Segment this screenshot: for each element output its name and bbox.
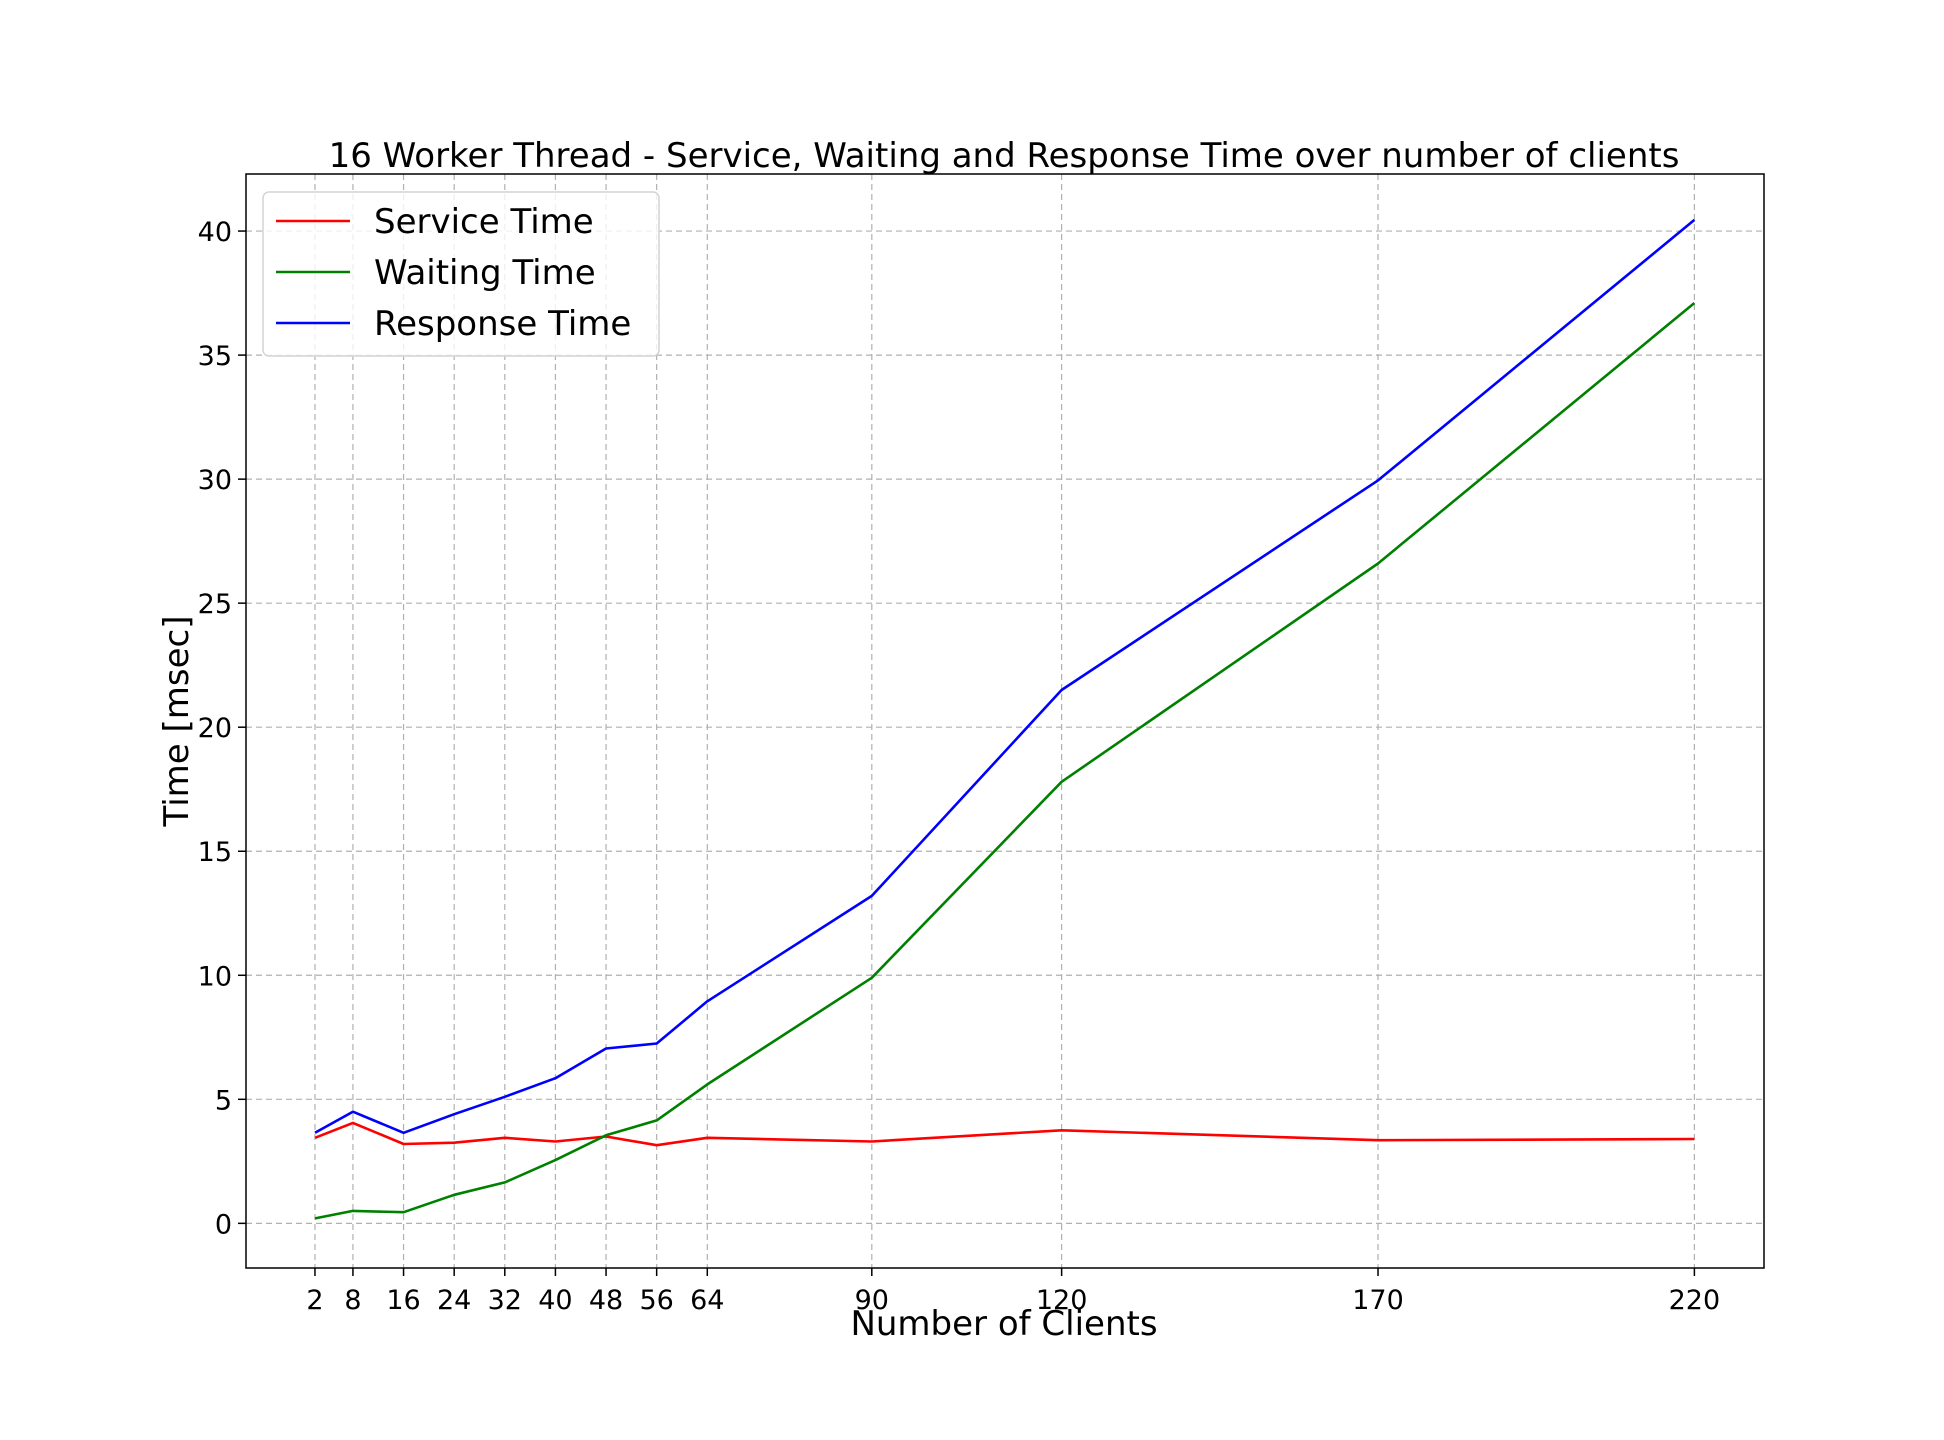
series-line-service-time xyxy=(314,1121,1695,1147)
series-line-response-time xyxy=(314,218,1696,1135)
x-tick-label: 32 xyxy=(488,1285,522,1316)
x-tick-label: 220 xyxy=(1669,1285,1721,1316)
x-tick-label: 56 xyxy=(639,1285,673,1316)
y-tick-label: 20 xyxy=(198,713,232,744)
x-axis-label: Number of Clients xyxy=(850,1304,1157,1344)
x-tick-label: 48 xyxy=(589,1285,623,1316)
chart-title: 16 Worker Thread - Service, Waiting and … xyxy=(329,136,1680,176)
y-tick-label: 35 xyxy=(198,341,232,372)
x-tick-label: 90 xyxy=(855,1285,889,1316)
x-axis-ticks: 2 8 16 24 32 40 48 56 64 90 120 170 220 xyxy=(306,1268,1720,1316)
x-tick-label: 8 xyxy=(344,1285,361,1316)
y-tick-label: 5 xyxy=(215,1085,232,1116)
y-axis-ticks: 0 5 10 15 20 25 30 35 40 xyxy=(198,217,246,1240)
y-axis-label: Time [msec] xyxy=(157,616,197,828)
x-tick-label: 24 xyxy=(437,1285,471,1316)
x-tick-label: 16 xyxy=(386,1285,420,1316)
x-tick-label: 40 xyxy=(538,1285,572,1316)
y-tick-label: 10 xyxy=(198,961,232,992)
series-line-waiting-time xyxy=(314,301,1696,1220)
y-tick-label: 0 xyxy=(215,1209,232,1240)
legend-label: Service Time xyxy=(374,202,594,242)
y-tick-label: 25 xyxy=(198,589,232,620)
x-tick-label: 64 xyxy=(690,1285,724,1316)
x-tick-label: 2 xyxy=(306,1285,323,1316)
legend-label: Response Time xyxy=(374,304,631,344)
legend: Service Time Waiting Time Response Time xyxy=(262,191,660,357)
x-tick-label: 120 xyxy=(1036,1285,1088,1316)
legend-box xyxy=(262,191,660,357)
plot-frame xyxy=(245,173,1765,1269)
x-tick-label: 170 xyxy=(1352,1285,1404,1316)
series-lines xyxy=(314,218,1696,1220)
legend-label: Waiting Time xyxy=(374,253,596,293)
y-tick-label: 40 xyxy=(198,217,232,248)
y-tick-label: 30 xyxy=(198,465,232,496)
y-tick-label: 15 xyxy=(198,837,232,868)
